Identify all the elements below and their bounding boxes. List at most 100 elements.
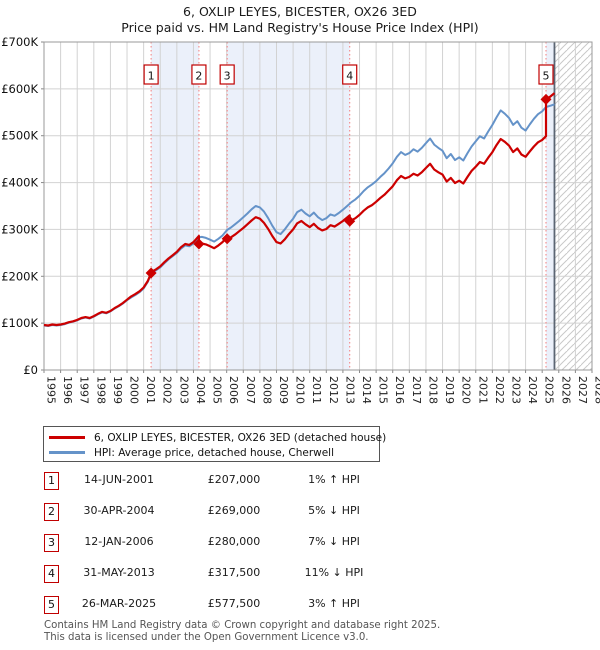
license-footer-line2: This data is licensed under the Open Gov… xyxy=(44,631,369,643)
sale-marker-box xyxy=(538,64,554,85)
x-tick-label: 2003 xyxy=(177,376,190,404)
x-tick-label: 2007 xyxy=(244,376,257,404)
sale-marker-number: 5 xyxy=(543,70,550,83)
sale-number-badge: 3 xyxy=(44,534,59,552)
plot-border xyxy=(43,41,593,371)
license-footer-line1: Contains HM Land Registry data © Crown c… xyxy=(44,620,441,631)
price-paid-series xyxy=(43,92,556,327)
x-tick-label: 2016 xyxy=(393,376,406,404)
y-axis-labels: £0 £100K £200K £300K £400K £500K £600K £700K xyxy=(1,35,38,377)
x-tick-label: 2004 xyxy=(194,376,207,404)
sale-date: 14-JUN-2001 xyxy=(83,473,155,486)
sale-point-diamond xyxy=(145,267,157,279)
price-chart: 1 2 3 4 5 1995 1996 1997 1998 1999 2000 2001 2002 200… xyxy=(0,35,600,420)
legend-item: HPI: Average price, detached house, Cher… xyxy=(49,445,379,460)
sale-number-badge: 5 xyxy=(44,596,59,614)
x-tick-label: 2021 xyxy=(476,376,489,404)
sale-table-row: 4 31-MAY-2013 £317,500 11% ↓ HPI xyxy=(44,564,404,584)
y-tick-label: £400K xyxy=(1,176,38,190)
x-tick-label: 2014 xyxy=(360,376,373,404)
x-tick-label: 2013 xyxy=(343,376,356,404)
x-tick-label: 2025 xyxy=(543,376,556,404)
sale-date: 12-JAN-2006 xyxy=(84,535,154,548)
sale-price: £317,500 xyxy=(207,566,261,579)
sale-price: £207,000 xyxy=(207,473,261,486)
license-footer: Contains HM Land Registry data © Crown c… xyxy=(44,620,440,643)
x-tick-label: 2006 xyxy=(227,376,240,404)
future-hatch-region xyxy=(554,42,592,370)
sales-table: 1 14-JUN-2001 £207,000 1% ↑ HPI 2 30-APR… xyxy=(44,471,404,626)
sale-hpi-delta: 5% ↓ HPI xyxy=(308,504,360,517)
sale-marker-box xyxy=(143,64,159,85)
legend-item-label: HPI: Average price, detached house, Cher… xyxy=(94,446,335,459)
x-tick-label: 2005 xyxy=(211,376,224,404)
sale-date: 30-APR-2004 xyxy=(83,504,155,517)
y-tick-label: £200K xyxy=(1,269,38,283)
sale-point-diamond xyxy=(221,233,233,245)
x-tick-label: 2023 xyxy=(509,376,522,404)
page-title: 6, OXLIP LEYES, BICESTER, OX26 3ED xyxy=(183,4,417,19)
y-tick-label: £700K xyxy=(1,36,38,49)
x-tick-label: 2028 xyxy=(593,376,600,404)
sale-marker-box xyxy=(191,64,207,85)
sale-number-badge: 4 xyxy=(44,565,59,583)
sale-point-diamond xyxy=(344,215,356,227)
x-tick-label: 2018 xyxy=(426,376,439,404)
sale-marker-box xyxy=(219,64,235,85)
sale-number-badge: 1 xyxy=(44,472,59,490)
chart-legend: 6, OXLIP LEYES, BICESTER, OX26 3ED (deta… xyxy=(43,426,386,462)
x-axis-labels: 1995 1996 1997 1998 1999 2000 2001 2002 2003 2004… xyxy=(45,376,600,404)
sale-marker-number: 4 xyxy=(346,70,353,83)
x-tick-label: 2011 xyxy=(310,376,323,404)
y-tick-label: £0 xyxy=(23,363,38,377)
sale-point-diamond xyxy=(540,93,552,105)
legend-item: 6, OXLIP LEYES, BICESTER, OX26 3ED (deta… xyxy=(49,430,386,445)
sale-table-row: 5 26-MAR-2025 £577,500 3% ↑ HPI xyxy=(44,595,404,615)
sale-marker-number: 3 xyxy=(224,70,231,83)
ownership-band xyxy=(151,42,199,370)
sale-price: £280,000 xyxy=(207,535,261,548)
legend-line-swatch xyxy=(49,436,85,439)
x-tick-label: 2012 xyxy=(327,376,340,404)
page-subtitle: Price paid vs. HM Land Registry's House … xyxy=(121,20,479,35)
x-tick-label: 2027 xyxy=(576,376,589,404)
sale-date: 26-MAR-2025 xyxy=(81,597,157,610)
x-tick-label: 2008 xyxy=(260,376,273,404)
x-tick-label: 2009 xyxy=(277,376,290,404)
ownership-band xyxy=(546,42,555,370)
x-tick-label: 2019 xyxy=(443,376,456,404)
y-tick-label: £600K xyxy=(1,82,38,96)
sale-hpi-delta: 3% ↑ HPI xyxy=(308,597,360,610)
sale-hpi-delta: 7% ↓ HPI xyxy=(308,535,360,548)
sale-date: 31-MAY-2013 xyxy=(83,566,155,579)
sale-marker-number: 2 xyxy=(195,70,202,83)
sale-number-badge: 2 xyxy=(44,503,59,521)
x-tick-label: 2017 xyxy=(410,376,423,404)
sale-hpi-delta: 11% ↓ HPI xyxy=(304,566,364,579)
sale-point-diamond xyxy=(193,238,205,250)
ownership-band xyxy=(227,42,350,370)
x-tick-label: 1999 xyxy=(111,376,124,404)
sale-table-row: 2 30-APR-2004 £269,000 5% ↓ HPI xyxy=(44,502,404,522)
legend-item-label: 6, OXLIP LEYES, BICESTER, OX26 3ED (deta… xyxy=(94,431,387,444)
x-tick-label: 2015 xyxy=(377,376,390,404)
sale-price: £577,500 xyxy=(207,597,261,610)
x-tick-label: 2000 xyxy=(128,376,141,404)
x-tick-label: 2002 xyxy=(161,376,174,404)
x-tick-label: 2010 xyxy=(294,376,307,404)
sale-marker-box xyxy=(342,64,358,85)
sale-hpi-delta: 1% ↑ HPI xyxy=(308,473,360,486)
legend-line-swatch xyxy=(49,451,85,454)
x-tick-label: 1998 xyxy=(94,376,107,404)
sale-table-row: 1 14-JUN-2001 £207,000 1% ↑ HPI xyxy=(44,471,404,491)
x-tick-label: 2020 xyxy=(460,376,473,404)
sale-marker-number: 1 xyxy=(148,70,155,83)
sale-table-row: 3 12-JAN-2006 £280,000 7% ↓ HPI xyxy=(44,533,404,553)
x-tick-label: 2022 xyxy=(493,376,506,404)
sale-price: £269,000 xyxy=(207,504,261,517)
x-tick-label: 1997 xyxy=(78,376,91,404)
x-tick-label: 2024 xyxy=(526,376,539,404)
x-tick-label: 1995 xyxy=(45,376,58,404)
